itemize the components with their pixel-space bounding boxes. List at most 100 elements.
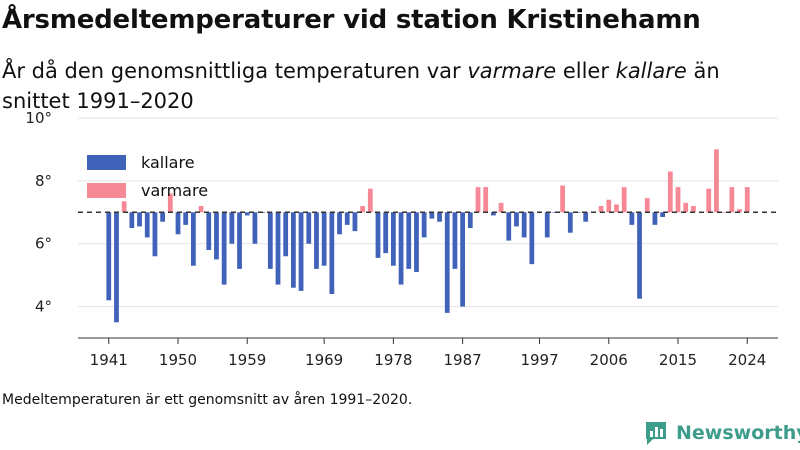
x-tick-label-1969: 1969 — [305, 351, 343, 369]
bar-1968 — [314, 212, 319, 269]
bar-1962 — [267, 212, 273, 269]
bar-1983 — [429, 212, 435, 219]
bar-1985 — [444, 212, 450, 313]
bar-1971 — [337, 212, 342, 235]
bar-1941 — [106, 212, 112, 301]
bar-2017 — [691, 206, 696, 213]
bar-1999 — [552, 212, 558, 213]
bar-1966 — [298, 212, 304, 291]
bar-1943 — [121, 201, 127, 213]
bar-1977 — [383, 212, 389, 254]
bar-1988 — [467, 212, 473, 228]
bar-1986 — [452, 212, 458, 269]
subtitle-text-middle: eller — [556, 59, 616, 83]
y-axis-tick-labels: 4° 6° 8° 10° — [25, 109, 52, 316]
bar-1953 — [198, 206, 204, 213]
bar-1991 — [491, 212, 496, 216]
y-tick-label-4: 4° — [35, 298, 52, 316]
bar-2019 — [706, 188, 712, 213]
bar-1973 — [352, 212, 358, 232]
bar-1984 — [437, 212, 442, 222]
newsworthy-logo[interactable]: Newsworthy — [644, 420, 800, 446]
bar-1975 — [367, 188, 373, 213]
x-tick-label-1997: 1997 — [520, 351, 558, 369]
bar-2013 — [660, 212, 665, 217]
x-tick-label-2015: 2015 — [659, 351, 697, 369]
bar-1945 — [137, 212, 142, 227]
bar-1978 — [391, 212, 396, 266]
bar-2003 — [583, 212, 589, 222]
chart-subtitle: År då den genomsnittliga temperaturen va… — [2, 56, 782, 116]
bar-1995 — [521, 212, 527, 238]
bar-2024 — [744, 187, 750, 213]
x-tick-label-2006: 2006 — [590, 351, 628, 369]
x-tick-label-1987: 1987 — [444, 351, 482, 369]
bar-1996 — [529, 212, 535, 265]
subtitle-text-end: än snittet 1991–2020 — [2, 59, 720, 113]
x-tick-label-2024: 2024 — [728, 351, 766, 369]
bar-1967 — [306, 212, 312, 244]
bar-1955 — [214, 212, 219, 260]
bar-1947 — [152, 212, 158, 257]
bar-1989 — [475, 187, 481, 213]
legend-label-colder: kallare — [141, 153, 195, 172]
y-tick-label-10: 10° — [25, 109, 52, 127]
bar-1998 — [544, 212, 550, 238]
footnote: Medeltemperaturen är ett genomsnitt av å… — [2, 392, 413, 408]
bar-1960 — [252, 212, 258, 244]
bar-1965 — [291, 212, 296, 288]
bar-1950 — [175, 212, 181, 235]
bar-1982 — [421, 212, 427, 238]
bar-2012 — [652, 212, 658, 225]
bar-1954 — [206, 212, 212, 250]
newsworthy-logo-icon — [646, 422, 666, 445]
bar-1958 — [237, 212, 242, 269]
bar-1979 — [398, 212, 404, 285]
bar-1976 — [375, 212, 381, 258]
bar-1944 — [129, 212, 135, 228]
bar-2014 — [667, 171, 673, 213]
y-tick-label-6: 6° — [35, 235, 52, 253]
bar-2021 — [721, 212, 727, 213]
bars — [106, 149, 750, 323]
bar-1994 — [514, 212, 519, 227]
bar-1963 — [275, 212, 281, 285]
bar-1969 — [321, 212, 327, 266]
legend-label-warmer: varmare — [141, 181, 208, 200]
subtitle-emphasis-colder: kallare — [615, 59, 687, 83]
x-tick-label-1978: 1978 — [374, 351, 412, 369]
bar-1948 — [160, 212, 165, 222]
gridlines — [78, 117, 778, 308]
bar-1987 — [460, 212, 465, 307]
bar-2009 — [629, 212, 635, 225]
chart-title: Årsmedeltemperaturer vid station Kristin… — [2, 5, 701, 35]
bar-1993 — [506, 212, 512, 241]
bar-2011 — [644, 198, 650, 213]
bar-1980 — [406, 212, 412, 269]
legend-swatch-colder — [87, 155, 126, 170]
bar-2023 — [737, 209, 742, 213]
newsworthy-logo-text: Newsworthy — [676, 422, 800, 444]
bar-1981 — [414, 212, 419, 272]
bar-1990 — [483, 187, 489, 213]
bar-2000 — [560, 185, 565, 213]
subtitle-text-start: År då den genomsnittliga temperaturen va… — [2, 59, 468, 83]
bar-2008 — [621, 187, 627, 213]
bar-2022 — [729, 187, 735, 213]
legend: kallare varmare — [87, 153, 208, 200]
bar-2006 — [606, 199, 612, 213]
bar-2010 — [637, 212, 642, 299]
x-tick-label-1959: 1959 — [228, 351, 266, 369]
bar-2001 — [567, 212, 573, 233]
y-tick-label-8: 8° — [35, 172, 52, 190]
x-tick-label-1941: 1941 — [90, 351, 128, 369]
bar-1949 — [167, 193, 173, 213]
bar-1951 — [183, 212, 189, 225]
bar-1992 — [498, 202, 504, 213]
bar-2002 — [575, 212, 581, 213]
x-axis-ticks: 1941 1950 1959 1969 1978 1987 1997 2006 2015 2024 — [90, 338, 766, 369]
bar-2015 — [675, 187, 681, 213]
bar-1942 — [114, 212, 119, 323]
bar-1952 — [191, 212, 196, 266]
